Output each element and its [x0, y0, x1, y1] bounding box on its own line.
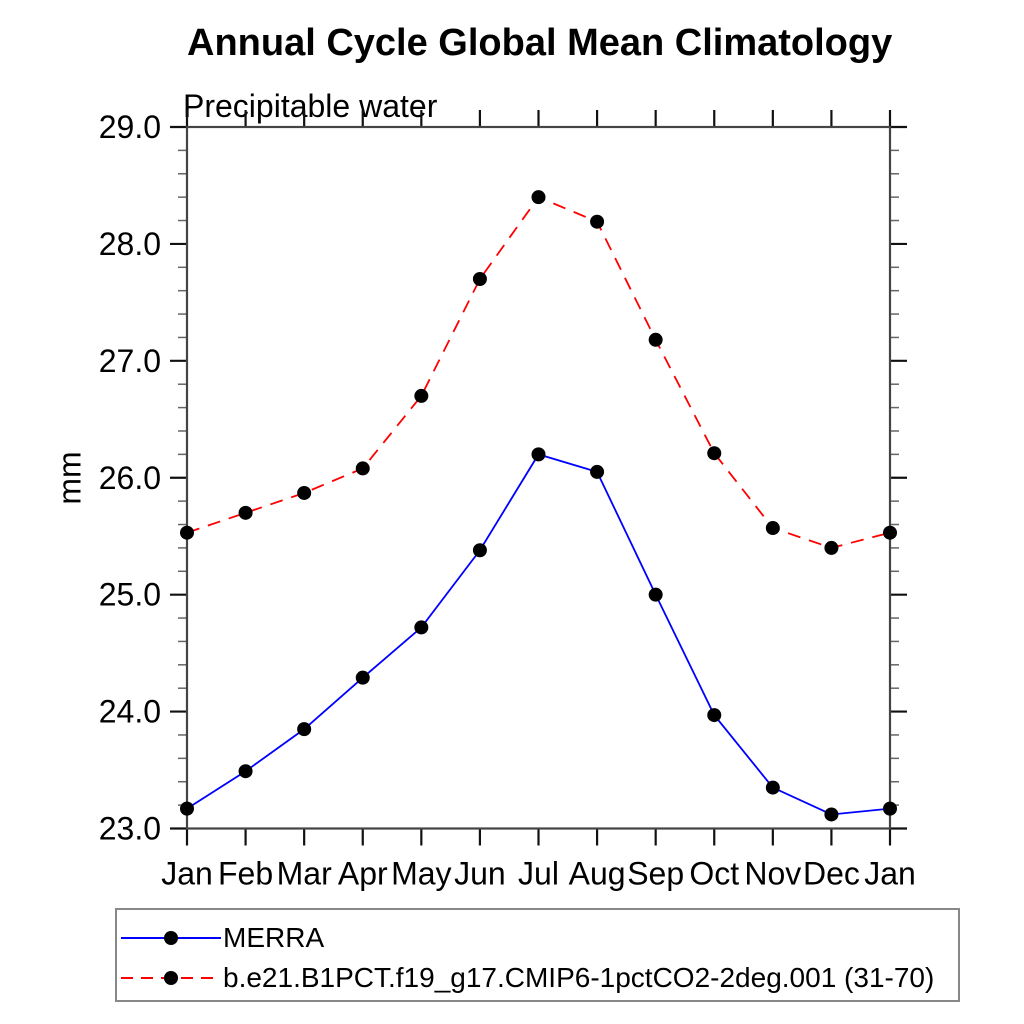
svg-text:26.0: 26.0 — [99, 460, 161, 496]
svg-text:Apr: Apr — [338, 856, 388, 892]
chart-subtitle: Precipitable water — [183, 88, 438, 124]
svg-text:Oct: Oct — [689, 856, 739, 892]
svg-text:28.0: 28.0 — [99, 226, 161, 262]
svg-text:25.0: 25.0 — [99, 577, 161, 613]
svg-text:29.0: 29.0 — [99, 109, 161, 145]
model-legend-line-icon — [121, 971, 221, 985]
svg-text:Aug: Aug — [569, 856, 626, 892]
svg-text:Sep: Sep — [627, 856, 684, 892]
svg-text:Jun: Jun — [454, 856, 506, 892]
svg-text:23.0: 23.0 — [99, 811, 161, 847]
svg-text:Dec: Dec — [803, 856, 860, 892]
svg-text:May: May — [391, 856, 451, 892]
legend-box: MERRA b.e21.B1PCT.f19_g17.CMIP6-1pctCO2-… — [115, 908, 960, 1002]
legend-item-model: b.e21.B1PCT.f19_g17.CMIP6-1pctCO2-2deg.0… — [121, 958, 958, 998]
svg-text:Jan: Jan — [864, 856, 916, 892]
chart-title: Annual Cycle Global Mean Climatology — [187, 22, 893, 64]
svg-text:Jul: Jul — [518, 856, 559, 892]
svg-text:Nov: Nov — [744, 856, 801, 892]
merra-legend-line-icon — [121, 931, 221, 945]
legend-label-model: b.e21.B1PCT.f19_g17.CMIP6-1pctCO2-2deg.0… — [223, 962, 935, 993]
svg-text:Feb: Feb — [218, 856, 273, 892]
svg-text:Mar: Mar — [277, 856, 332, 892]
svg-text:Jan: Jan — [161, 856, 213, 892]
svg-text:27.0: 27.0 — [99, 343, 161, 379]
legend-item-merra: MERRA — [121, 918, 958, 958]
legend-label-merra: MERRA — [223, 922, 325, 953]
svg-text:24.0: 24.0 — [99, 694, 161, 730]
